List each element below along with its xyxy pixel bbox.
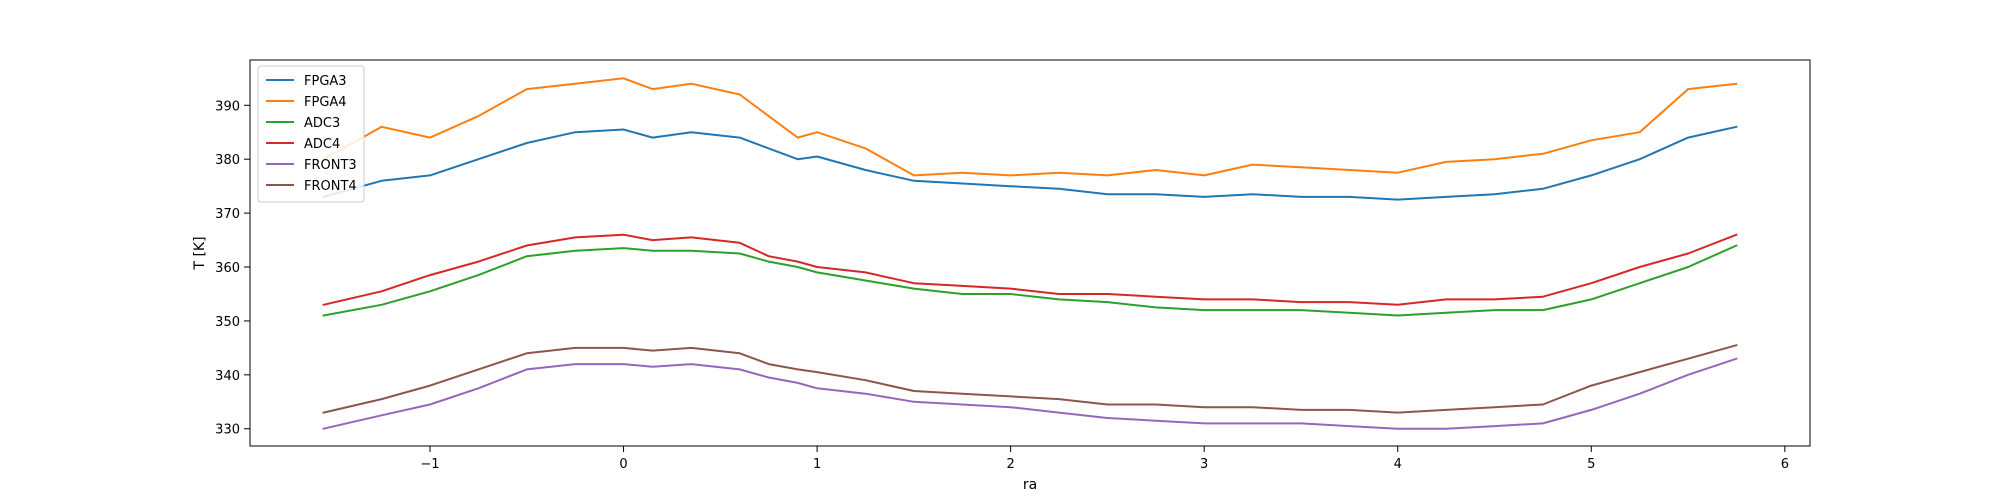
plot-frame (249, 59, 1811, 447)
y-tick-label: 370 (215, 207, 240, 222)
series-line-front3 (322, 357, 1738, 430)
y-axis-label: T [K] (192, 236, 208, 270)
legend-label-adc4: ADC4 (304, 137, 340, 152)
y-tick-label: 340 (215, 369, 240, 384)
x-axis: −1 0 1 2 3 4 5 6 (420, 446, 1789, 472)
plot-area (250, 60, 1810, 446)
legend-label-front3: FRONT3 (304, 158, 357, 173)
x-tick-label: 5 (1587, 457, 1595, 472)
series-line-adc4 (322, 233, 1738, 306)
x-tick-label: 0 (619, 457, 627, 472)
y-tick-label: 330 (215, 423, 240, 438)
x-axis-label: ra (1023, 477, 1037, 493)
x-tick-label: 1 (813, 457, 821, 472)
legend: FPGA3 FPGA4 ADC3 ADC4 FRONT3 FRONT4 (257, 65, 365, 203)
y-tick-label: 390 (215, 99, 240, 114)
x-tick-label: 6 (1781, 457, 1789, 472)
y-tick-label: 360 (215, 261, 240, 276)
legend-label-front4: FRONT4 (304, 179, 357, 194)
legend-label-fpga3: FPGA3 (304, 74, 347, 89)
y-axis: 330 340 350 360 370 380 390 (215, 99, 250, 438)
x-tick-label: 4 (1394, 457, 1402, 472)
series-line-fpga4 (322, 77, 1738, 177)
y-tick-label: 380 (215, 153, 240, 168)
x-tick-label: 3 (1200, 457, 1208, 472)
x-tick-label: 2 (1007, 457, 1015, 472)
series-line-fpga3 (322, 125, 1738, 201)
series-line-adc3 (322, 244, 1738, 317)
y-tick-label: 350 (215, 315, 240, 330)
x-tick-label: −1 (420, 457, 439, 472)
series-layer (322, 77, 1738, 430)
series-line-front4 (322, 344, 1738, 414)
legend-label-fpga4: FPGA4 (304, 95, 347, 110)
legend-label-adc3: ADC3 (304, 116, 340, 131)
